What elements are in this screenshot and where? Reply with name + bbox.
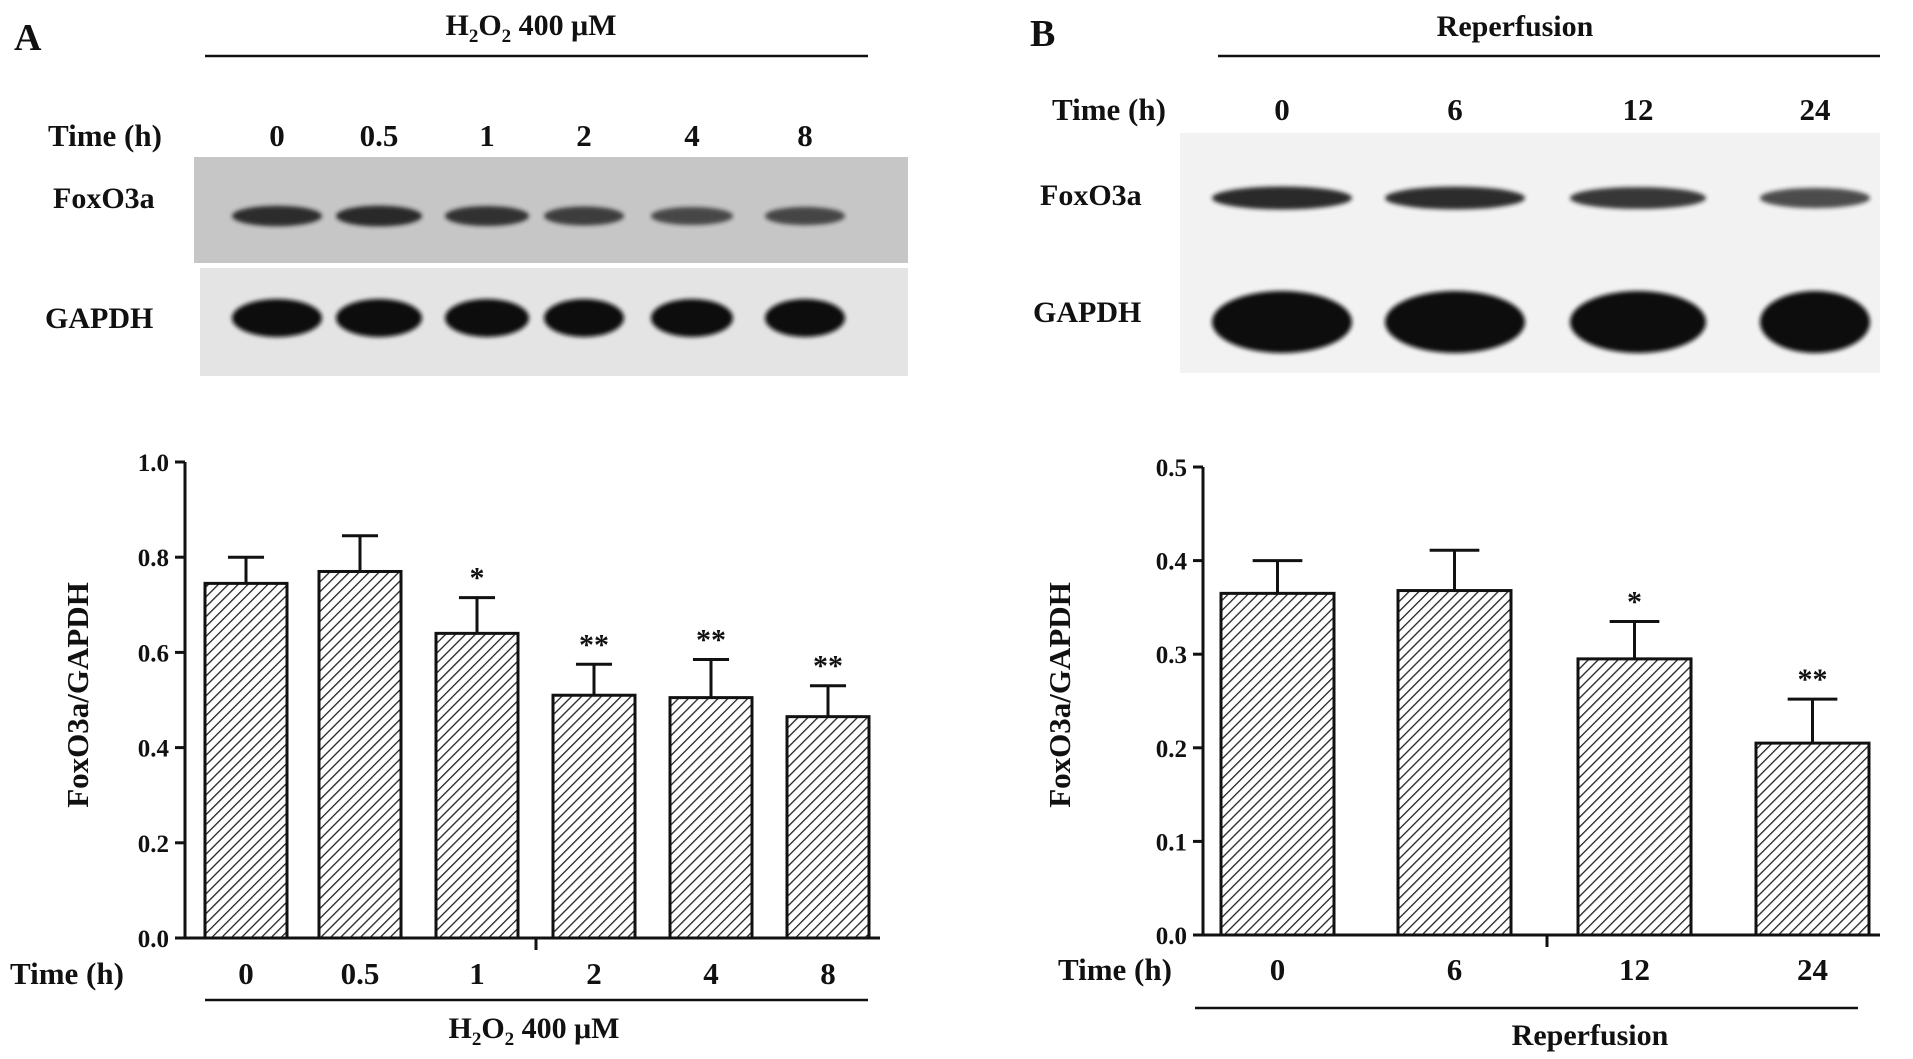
blot-band-foxo3a	[1385, 186, 1525, 210]
x-tick-label: 0.5	[341, 956, 380, 991]
panel-a-band-label-foxo3a: FoxO3a	[53, 182, 155, 215]
x-tick-label: 8	[820, 956, 836, 991]
panel-b-treatment-label: Reperfusion	[1437, 10, 1594, 43]
blot-band-foxo3a	[1570, 187, 1706, 209]
panel-b-band-label-gapdh: GAPDH	[1033, 296, 1141, 329]
blot-band-gapdh	[544, 299, 624, 337]
y-tick-label: 0.1	[1156, 829, 1187, 856]
x-tick-label: 0	[238, 956, 254, 991]
x-tick-label: 2	[586, 956, 602, 991]
panel-a: A H2O2 400 μM Time (h) 0 0.5 1 2 4 8 FoxO3a G…	[10, 9, 908, 1050]
blot-band-gapdh	[1212, 291, 1352, 353]
bar	[668, 696, 754, 940]
blot-time-label: 1	[479, 118, 495, 153]
bar	[1576, 657, 1693, 937]
panel-a-bands	[232, 205, 845, 337]
blot-time-label: 24	[1800, 92, 1831, 127]
x-tick-label: 6	[1447, 952, 1463, 987]
significance-marker: *	[470, 562, 485, 595]
y-tick-label: 0.4	[138, 736, 170, 763]
panel-a-letter: A	[14, 17, 42, 59]
blot-band-foxo3a	[544, 206, 624, 226]
blot-band-foxo3a	[232, 205, 322, 227]
panel-a-band-label-gapdh: GAPDH	[45, 302, 153, 335]
bar	[1219, 591, 1336, 937]
blot-band-gapdh	[1385, 291, 1525, 353]
significance-marker: **	[696, 624, 726, 657]
blot-band-gapdh	[651, 299, 733, 337]
y-tick-label: 0.3	[1156, 642, 1187, 669]
panel-b-blot-time-label: Time (h)	[1052, 92, 1166, 127]
blot-time-label: 0	[1274, 92, 1290, 127]
significance-marker: **	[813, 650, 843, 683]
x-tick-label: 12	[1619, 952, 1650, 987]
y-tick-label: 0.2	[138, 831, 169, 858]
blot-band-foxo3a	[1212, 186, 1352, 210]
chart-b: 0.0 0.1 0.2 0.3 0.4 0.5 0 6 * 12 ** 24	[1156, 455, 1880, 987]
y-tick-label: 0.4	[1156, 549, 1188, 576]
panel-a-blot-time-label: Time (h)	[48, 118, 162, 153]
significance-marker: **	[579, 628, 609, 661]
chart-a-ylabel: FoxO3a/GAPDH	[60, 582, 95, 808]
blot-time-label: 0	[269, 118, 285, 153]
blot-band-foxo3a	[1760, 187, 1870, 209]
x-tick-label: 4	[703, 956, 719, 991]
bar	[434, 631, 520, 940]
blot-band-gapdh	[232, 299, 322, 337]
y-tick-label: 1.0	[138, 450, 169, 477]
bar	[551, 693, 637, 940]
panel-a-blot-times: 0 0.5 1 2 4 8	[269, 118, 813, 153]
y-tick-label: 0.5	[1156, 455, 1187, 482]
y-tick-label: 0.0	[138, 926, 169, 953]
blot-band-gapdh	[765, 299, 845, 337]
blot-time-label: 2	[576, 118, 592, 153]
blot-time-label: 4	[684, 118, 700, 153]
y-tick-label: 0.2	[1156, 736, 1187, 763]
x-tick-label: 24	[1797, 952, 1828, 987]
blot-band-foxo3a	[651, 206, 733, 226]
bar	[1754, 741, 1871, 937]
blot-band-gapdh	[1760, 291, 1870, 353]
panel-b-blot-times: 0 6 12 24	[1274, 92, 1830, 127]
blot-time-label: 6	[1447, 92, 1463, 127]
panel-b-bands	[1212, 186, 1870, 353]
bar	[317, 569, 403, 940]
blot-time-label: 8	[797, 118, 813, 153]
y-tick-label: 0.0	[1156, 923, 1187, 950]
blot-band-foxo3a	[445, 205, 529, 227]
blot-band-foxo3a	[765, 206, 845, 226]
blot-band-foxo3a	[336, 205, 422, 227]
chart-b-ylabel: FoxO3a/GAPDH	[1042, 582, 1077, 808]
y-tick-label: 0.8	[138, 545, 169, 572]
panel-b-letter: B	[1030, 13, 1055, 55]
panel-b-band-label-foxo3a: FoxO3a	[1040, 179, 1142, 212]
blot-time-label: 0.5	[360, 118, 399, 153]
x-tick-label: 0	[1270, 952, 1286, 987]
blot-band-gapdh	[336, 299, 422, 337]
significance-marker: **	[1798, 663, 1828, 696]
x-tick-label: 1	[469, 956, 485, 991]
y-tick-label: 0.6	[138, 640, 169, 667]
significance-marker: *	[1627, 585, 1642, 618]
panel-a-treatment-label: H2O2 400 μM	[445, 9, 616, 47]
chart-a: 0.0 0.2 0.4 0.6 0.8 1.0 0 0.5 * 1 ** 2 ** 4 ** 8	[138, 450, 880, 991]
chart-b-xaxis-label: Time (h)	[1058, 952, 1172, 987]
bar	[1396, 589, 1513, 937]
bar	[785, 715, 871, 940]
blot-band-gapdh	[1570, 291, 1706, 353]
bar	[203, 581, 289, 940]
chart-a-xaxis-label: Time (h)	[10, 956, 124, 991]
panel-b: B Reperfusion Time (h) 0 6 12 24 FoxO3a GAP…	[1030, 10, 1880, 1052]
chart-b-bottom-label: Reperfusion	[1512, 1019, 1669, 1052]
blot-band-gapdh	[445, 299, 529, 337]
chart-a-bottom-label: H2O2 400 μM	[448, 1012, 619, 1050]
blot-time-label: 12	[1623, 92, 1654, 127]
